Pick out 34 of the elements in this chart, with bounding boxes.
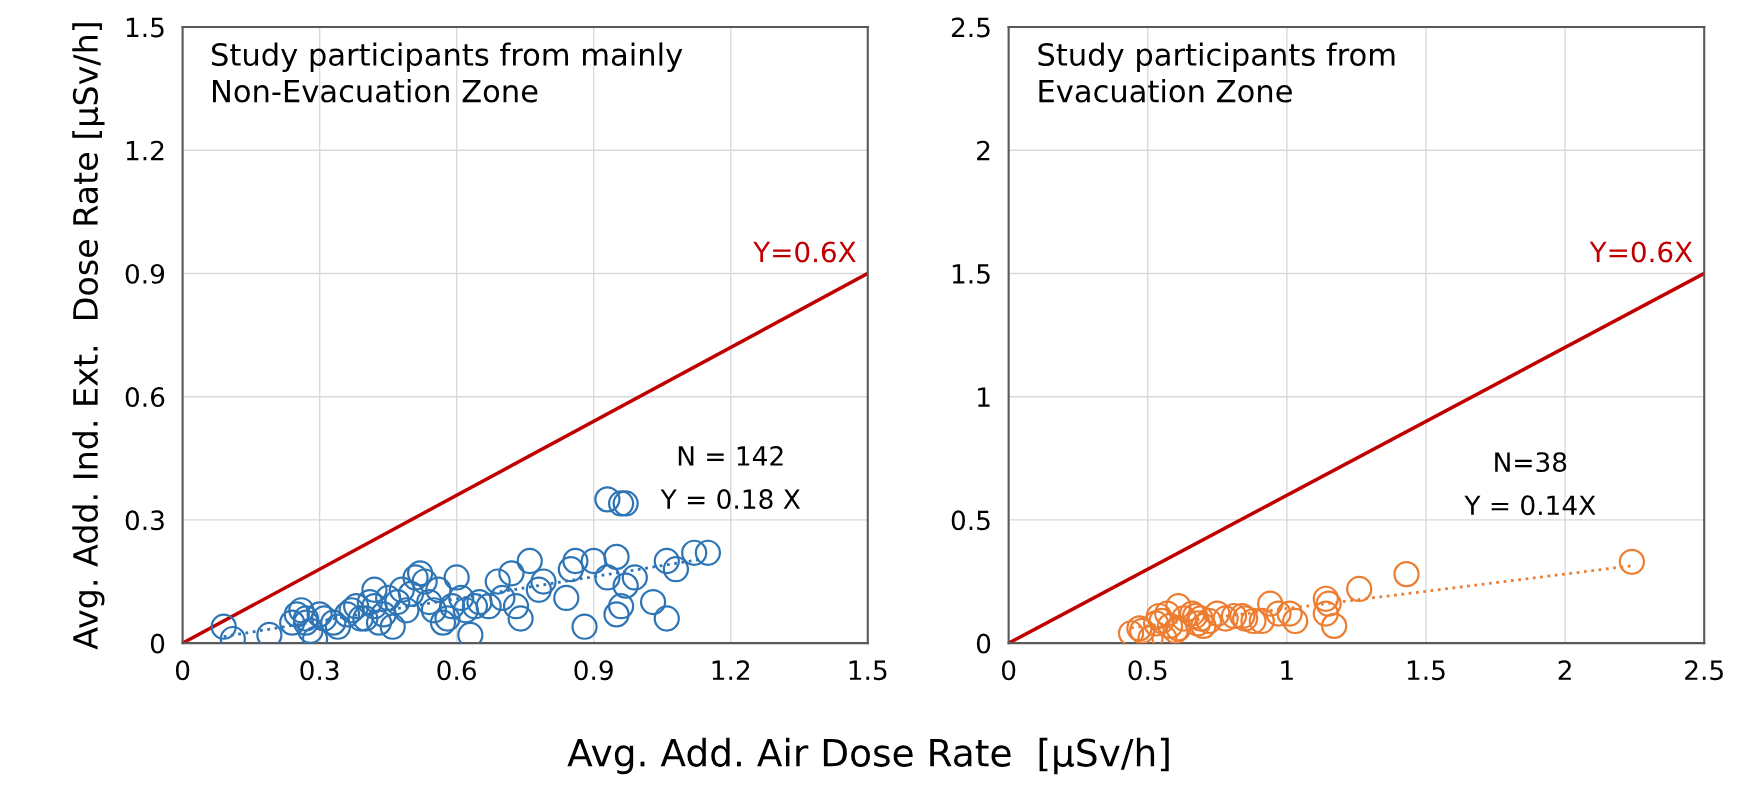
x-tick-label: 0.3 [300,660,339,681]
series-label: Y=0.6X [1589,241,1693,263]
y-tick-label: 1.2 [126,140,164,161]
y-tick-label: 1 [978,387,990,407]
x-tick-label: 1.2 [712,660,750,680]
x-tick-label: 0 [175,660,190,681]
y-tick-label: 0 [976,633,991,654]
x-axis-title: Avg. Add. Air Dose Rate [µSv/h] [567,737,1169,775]
y-tick-label: 0.5 [951,510,990,531]
x-tick-label: 2 [1558,660,1571,680]
annotation: N = 142 [678,445,783,466]
x-tick-label: 1.5 [1407,660,1445,681]
y-tick-label: 0 [150,633,165,654]
series-label: Y=0.6X [753,241,856,263]
y-tick-label: 0.6 [125,387,165,408]
text: Study participants from Evacuation Zone [1038,42,1395,103]
x-tick-label: 0.6 [437,660,476,681]
x-tick-label: 0.9 [574,660,613,681]
x-tick-label: 0 [1001,660,1016,681]
annotation: N=38 [1495,452,1567,473]
x-tick-label: 1.5 [849,660,887,681]
y-tick-label: 0.3 [125,510,164,531]
y-tick-label: 0.9 [125,263,165,284]
x-tick-label: 0.5 [1128,660,1167,681]
y-axis-title: Avg. Add. Ind. Ext. Dose Rate [µSv/h] [72,23,105,650]
annotation: Y = 0.18 X [660,489,801,510]
text: Study participants from mainly Non-Evacuation Zone [212,42,683,103]
x-tick-label: 2.5 [1685,660,1723,681]
y-tick-label: 2.5 [951,17,990,38]
y-tick-label: 2 [977,140,990,161]
y-tick-label: 1.5 [126,17,164,38]
y-tick-label: 1.5 [952,264,990,284]
annotation: Y = 0.14X [1464,495,1596,516]
x-tick-label: 1 [1281,660,1293,680]
